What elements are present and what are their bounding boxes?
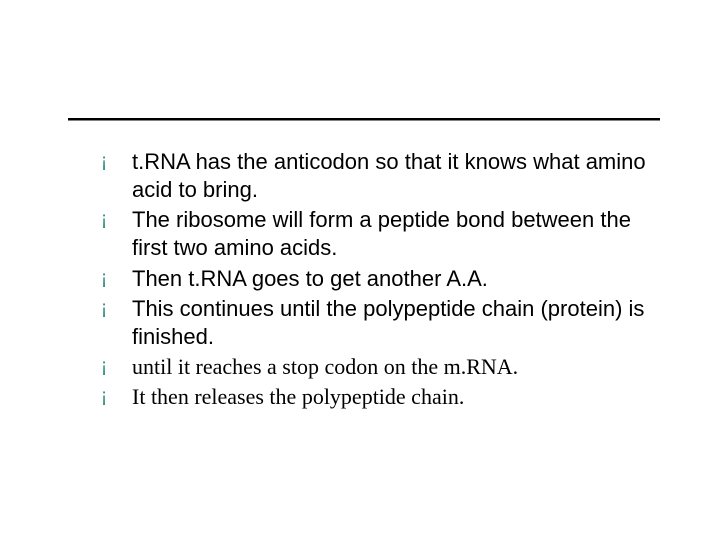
bullet-list: ¡ t.RNA has the anticodon so that it kno…: [92, 148, 650, 411]
bullet-icon: ¡: [92, 295, 116, 323]
bullet-icon: ¡: [92, 265, 116, 293]
bullet-icon: ¡: [92, 206, 116, 234]
list-item-text: t.RNA has the anticodon so that it knows…: [132, 149, 646, 202]
list-item-text: The ribosome will form a peptide bond be…: [132, 207, 631, 260]
list-item: ¡ t.RNA has the anticodon so that it kno…: [92, 148, 650, 204]
body-content: ¡ t.RNA has the anticodon so that it kno…: [92, 148, 650, 413]
bullet-icon: ¡: [92, 383, 116, 411]
list-item-text: until it reaches a stop codon on the m.R…: [132, 354, 518, 379]
list-item-text: It then releases the polypeptide chain.: [132, 384, 464, 409]
list-item: ¡ Then t.RNA goes to get another A.A.: [92, 265, 650, 293]
list-item: ¡ This continues until the polypeptide c…: [92, 295, 650, 351]
list-item: ¡ It then releases the polypeptide chain…: [92, 383, 650, 411]
bullet-icon: ¡: [92, 148, 116, 176]
list-item-text: This continues until the polypeptide cha…: [132, 296, 644, 349]
list-item: ¡ until it reaches a stop codon on the m…: [92, 353, 650, 381]
list-item-text: Then t.RNA goes to get another A.A.: [132, 266, 488, 291]
slide: ¡ t.RNA has the anticodon so that it kno…: [0, 0, 720, 540]
list-item: ¡ The ribosome will form a peptide bond …: [92, 206, 650, 262]
title-underline: [68, 118, 660, 121]
bullet-icon: ¡: [92, 353, 116, 381]
